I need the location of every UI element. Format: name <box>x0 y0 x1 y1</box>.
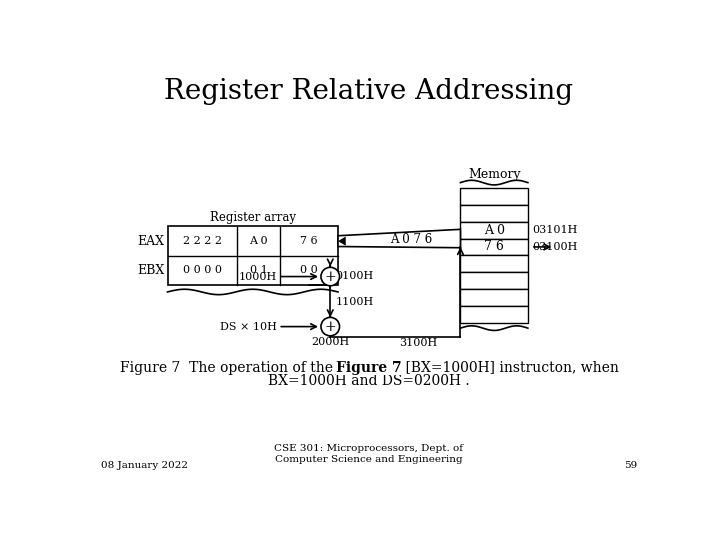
Circle shape <box>321 267 340 286</box>
Text: 59: 59 <box>624 461 637 470</box>
Text: Memory: Memory <box>468 167 521 181</box>
Text: +: + <box>325 320 336 334</box>
Text: Figure 7  The operation of the MOV AX, [BX=1000H] instructon, when: Figure 7 The operation of the MOV AX, [B… <box>120 361 618 375</box>
Text: 3100H: 3100H <box>400 338 438 348</box>
Bar <box>461 239 528 255</box>
Text: 0 0 0 0: 0 0 0 0 <box>183 265 222 275</box>
Bar <box>461 272 528 289</box>
Text: A 0 7 6: A 0 7 6 <box>390 233 432 246</box>
Bar <box>461 222 528 239</box>
Bar <box>461 306 528 323</box>
Text: A 0: A 0 <box>484 224 505 237</box>
Text: 03101H: 03101H <box>533 225 578 235</box>
Polygon shape <box>338 237 346 246</box>
Text: 0100H: 0100H <box>336 271 374 281</box>
Bar <box>168 226 338 285</box>
Text: Figure 7: Figure 7 <box>336 361 402 375</box>
Text: 1000H: 1000H <box>238 272 276 281</box>
Text: 08 January 2022: 08 January 2022 <box>101 461 188 470</box>
Text: DS × 10H: DS × 10H <box>220 322 276 332</box>
Text: EAX: EAX <box>138 234 164 248</box>
Text: Register array: Register array <box>210 211 296 224</box>
Text: 7 6: 7 6 <box>485 240 504 253</box>
Text: CSE 301: Microprocessors, Dept. of
Computer Science and Engineering: CSE 301: Microprocessors, Dept. of Compu… <box>274 444 464 464</box>
Text: A 0: A 0 <box>249 236 268 246</box>
Text: Register Relative Addressing: Register Relative Addressing <box>164 78 574 105</box>
Text: 0 1: 0 1 <box>250 265 267 275</box>
Bar <box>461 205 528 222</box>
Text: EBX: EBX <box>137 264 164 277</box>
Circle shape <box>321 318 340 336</box>
Text: 2 2 2 2: 2 2 2 2 <box>183 236 222 246</box>
Bar <box>461 255 528 272</box>
Bar <box>461 289 528 306</box>
Text: 0 0: 0 0 <box>300 265 318 275</box>
Text: BX=1000H and DS=0200H .: BX=1000H and DS=0200H . <box>268 374 470 388</box>
Text: 03100H: 03100H <box>533 242 578 252</box>
Text: 7 6: 7 6 <box>300 236 318 246</box>
Polygon shape <box>338 230 461 248</box>
Text: 2000H: 2000H <box>311 338 349 347</box>
Bar <box>461 188 528 205</box>
Text: +: + <box>325 269 336 284</box>
Text: 1100H: 1100H <box>336 296 374 307</box>
